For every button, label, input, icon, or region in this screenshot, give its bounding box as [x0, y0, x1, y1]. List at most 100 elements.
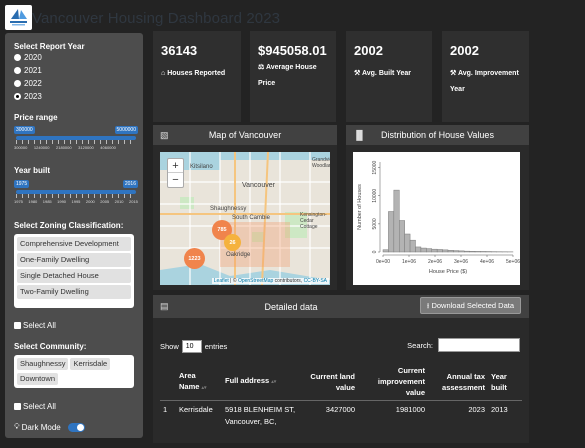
leaflet-link[interactable]: Leaflet — [213, 278, 229, 284]
entries-label: entries — [204, 342, 228, 351]
table-icon: ▤ — [160, 301, 169, 311]
zoning-option[interactable]: Comprehensive Development — [17, 237, 131, 251]
tick-label: 3120000 — [78, 145, 94, 150]
home-icon: ⌂ — [161, 70, 166, 77]
bar-chart-icon: ▐▌ — [353, 130, 366, 140]
zoning-select-all[interactable]: Select All — [14, 321, 56, 330]
histogram-card: ▐▌ Distribution of House Values 0e+00 1e+… — [346, 125, 529, 290]
community-option[interactable]: Kerrisdale — [70, 358, 111, 370]
show-label: Show — [160, 342, 179, 351]
osm-link[interactable]: OpenStreetMap — [237, 278, 274, 284]
value-caption: Avg. Built Year — [361, 70, 411, 77]
community-option[interactable]: Downtown — [17, 372, 59, 385]
tick-label: 1980 — [28, 199, 38, 204]
community-option[interactable]: Shaughnessy — [17, 358, 69, 370]
map-icon: ▧ — [160, 129, 169, 140]
zoning-option[interactable]: Two-Family Dwelling — [17, 285, 131, 299]
histogram-plot: 0e+00 1e+06 2e+06 3e+06 4e+06 5e+06 0 5000 10000… — [353, 152, 520, 285]
zoning-option[interactable]: Single Detached House — [17, 269, 131, 283]
wrench-icon: ⚒ — [450, 70, 457, 77]
search-label: Search: — [407, 340, 433, 350]
radio-button-selected[interactable] — [14, 93, 21, 100]
slider-ticks — [16, 140, 136, 144]
map-view[interactable]: + − Vancouver Kitsilano Shaughnessy Sout… — [160, 152, 330, 285]
value-box-price: $945058.01 ⚖ Average House Price — [250, 31, 336, 122]
index-header[interactable] — [160, 363, 176, 401]
zoning-select[interactable]: Comprehensive Development One-Family Dwe… — [14, 234, 134, 308]
x-tick-label: 1e+06 — [402, 259, 416, 265]
histogram-card-header: ▐▌ Distribution of House Values — [346, 125, 529, 145]
slider-ticks — [16, 194, 136, 198]
column-header-improvement-value[interactable]: Current improvement value — [358, 363, 428, 401]
x-axis-label: House Price ($) — [429, 269, 467, 275]
histogram-bar — [480, 251, 487, 253]
community-select[interactable]: Shaughnessy Kerrisdale Downtown — [14, 355, 134, 388]
column-header-address[interactable]: Full address ▴▾ — [222, 363, 302, 401]
table-card-title: Detailed data — [264, 301, 318, 312]
radio-button[interactable] — [14, 80, 21, 87]
houses-count: 36143 — [161, 43, 198, 58]
column-header-year[interactable]: Year built — [488, 363, 522, 401]
avg-built-year: 2002 — [354, 43, 383, 58]
map-cluster-marker[interactable]: 1223 — [184, 248, 205, 269]
sidebar: Select Report Year 2020 2021 2022 2023 P… — [5, 33, 143, 438]
value-box-improvement-year: 2002 ⚒ Avg. Improvement Year — [442, 31, 529, 122]
value-caption: Houses Reported — [167, 70, 226, 77]
histogram-card-title: Distribution of House Values — [381, 130, 494, 140]
map-label: Vancouver — [242, 182, 275, 189]
map-card-header: ▧ Map of Vancouver — [153, 125, 337, 145]
value-box-built-year: 2002 ⚒ Avg. Built Year — [346, 31, 432, 122]
column-header-land-value[interactable]: Current land value — [302, 363, 358, 401]
column-header-area[interactable]: Area Name ▴▾ — [176, 363, 222, 401]
slider-tick-labels: 1975 1980 1985 1990 1995 2000 2005 2010 … — [14, 199, 138, 204]
map-label: Kitsilano — [190, 164, 213, 170]
cell-year: 2013 — [491, 405, 508, 414]
y-tick-label: 0 — [372, 250, 378, 253]
slider-track[interactable] — [16, 136, 136, 140]
tick-label: 1240000 — [33, 145, 50, 150]
histogram-bar — [399, 220, 405, 253]
detailed-data-card: ▤ Detailed data ⭳ Download Selected Data… — [153, 295, 529, 443]
map-card-title: Map of Vancouver — [208, 130, 282, 140]
column-header-tax[interactable]: Annual tax assessment — [428, 363, 488, 401]
value-caption: Avg. Improvement Year — [450, 70, 519, 93]
cell-tax: 2023 — [468, 405, 485, 414]
tick-label: 2015 — [129, 199, 138, 204]
attribution-separator: | © — [228, 278, 238, 284]
map-label: Shaughnessy — [210, 206, 247, 212]
zoning-option[interactable]: One-Family Dwelling — [17, 253, 131, 267]
average-price: $945058.01 — [258, 43, 327, 58]
license-link[interactable]: CC-BY-SA — [303, 278, 327, 284]
radio-button[interactable] — [14, 67, 21, 74]
year-radio-2020[interactable]: 2020 — [14, 53, 42, 62]
cell-area: Kerrisdale — [179, 405, 213, 414]
dark-mode-toggle[interactable] — [67, 422, 85, 432]
slider-min-value: 1975 — [14, 180, 30, 188]
cell-improvement-value: 1981000 — [395, 405, 425, 414]
table-row[interactable]: 1 Kerrisdale 5918 BLENHEIM ST, Vancouver… — [160, 401, 522, 432]
year-built-label: Year built — [14, 166, 51, 175]
zoom-in-button[interactable]: + — [168, 159, 183, 173]
year-built-slider[interactable]: 1975 2016 1975 1980 1985 1990 1995 2000 … — [14, 180, 138, 212]
checkbox[interactable] — [14, 322, 21, 329]
year-radio-2021[interactable]: 2021 — [14, 66, 42, 75]
year-radio-2022[interactable]: 2022 — [14, 79, 42, 88]
map-cluster-marker[interactable]: 26 — [224, 234, 241, 251]
tick-label: 1990 — [57, 199, 67, 204]
slider-track[interactable] — [16, 190, 136, 194]
histogram-bar — [447, 250, 454, 253]
search-input[interactable] — [438, 338, 520, 352]
radio-button[interactable] — [14, 54, 21, 61]
histogram-bar — [436, 249, 443, 253]
checkbox[interactable] — [14, 403, 21, 410]
price-range-slider[interactable]: 300000 5000000 300000 1240000 2180000 31… — [14, 126, 138, 158]
zoom-out-button[interactable]: − — [172, 174, 179, 186]
community-select-all[interactable]: Select All — [14, 402, 56, 411]
year-radio-2023[interactable]: 2023 — [14, 92, 42, 101]
checkbox-label: Select All — [23, 321, 56, 330]
download-button[interactable]: ⭳ Download Selected Data — [419, 297, 521, 314]
slider-max-value: 2016 — [122, 180, 138, 188]
row-index: 1 — [163, 405, 168, 414]
page-length-select[interactable]: 10 — [181, 340, 202, 353]
map-label: Grandview-Woodland — [312, 157, 330, 169]
